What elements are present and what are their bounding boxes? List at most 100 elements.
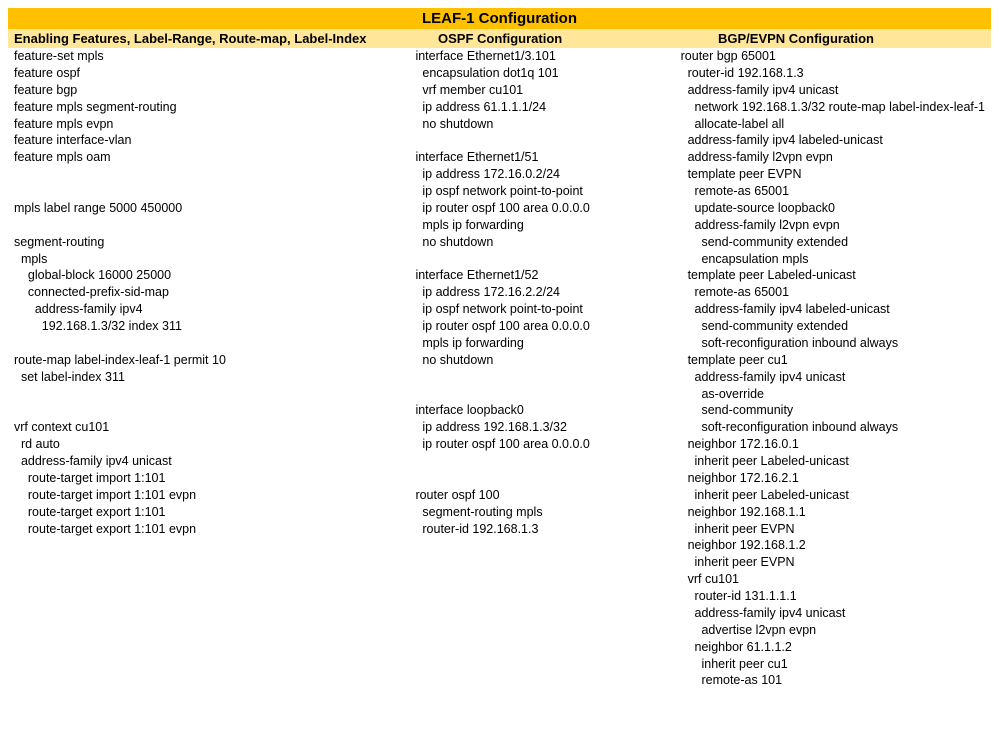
bgp-line: encapsulation mpls <box>681 251 985 268</box>
header-row: Enabling Features, Label-Range, Route-ma… <box>8 29 991 48</box>
bgp-line: router-id 192.168.1.3 <box>681 65 985 82</box>
ospf-line: vrf member cu101 <box>415 82 674 99</box>
features-line <box>14 217 409 234</box>
features-line: feature ospf <box>14 65 409 82</box>
bgp-line: router bgp 65001 <box>681 48 985 65</box>
bgp-line: advertise l2vpn evpn <box>681 622 985 639</box>
bgp-line: neighbor 192.168.1.2 <box>681 537 985 554</box>
features-line: route-target import 1:101 evpn <box>14 487 409 504</box>
features-line: feature mpls oam <box>14 149 409 166</box>
header-col3: BGP/EVPN Configuration <box>718 31 991 46</box>
features-line: route-target export 1:101 evpn <box>14 521 409 538</box>
features-line: feature mpls segment-routing <box>14 99 409 116</box>
ospf-line <box>415 132 674 149</box>
features-line <box>14 183 409 200</box>
ospf-line: no shutdown <box>415 352 674 369</box>
ospf-line <box>415 386 674 403</box>
bgp-line: send-community extended <box>681 234 985 251</box>
ospf-line: mpls ip forwarding <box>415 217 674 234</box>
bgp-line: address-family ipv4 unicast <box>681 82 985 99</box>
features-line: vrf context cu101 <box>14 419 409 436</box>
ospf-line: interface Ethernet1/3.101 <box>415 48 674 65</box>
content-columns: feature-set mplsfeature ospffeature bgpf… <box>8 48 991 689</box>
column-features: feature-set mplsfeature ospffeature bgpf… <box>8 48 415 689</box>
features-line: route-target export 1:101 <box>14 504 409 521</box>
ospf-line: ip address 172.16.2.2/24 <box>415 284 674 301</box>
bgp-line: template peer EVPN <box>681 166 985 183</box>
features-line: feature bgp <box>14 82 409 99</box>
ospf-line: ip address 61.1.1.1/24 <box>415 99 674 116</box>
ospf-line: router-id 192.168.1.3 <box>415 521 674 538</box>
ospf-line: ip router ospf 100 area 0.0.0.0 <box>415 318 674 335</box>
features-line: feature mpls evpn <box>14 116 409 133</box>
bgp-line: remote-as 65001 <box>681 183 985 200</box>
ospf-line: mpls ip forwarding <box>415 335 674 352</box>
ospf-line <box>415 470 674 487</box>
bgp-line: soft-reconfiguration inbound always <box>681 419 985 436</box>
features-line: 192.168.1.3/32 index 311 <box>14 318 409 335</box>
features-line: route-map label-index-leaf-1 permit 10 <box>14 352 409 369</box>
features-line: feature interface-vlan <box>14 132 409 149</box>
bgp-line: vrf cu101 <box>681 571 985 588</box>
ospf-line <box>415 369 674 386</box>
features-line: global-block 16000 25000 <box>14 267 409 284</box>
bgp-line: inherit peer EVPN <box>681 554 985 571</box>
features-line: feature-set mpls <box>14 48 409 65</box>
features-line: connected-prefix-sid-map <box>14 284 409 301</box>
ospf-line: encapsulation dot1q 101 <box>415 65 674 82</box>
features-line <box>14 166 409 183</box>
ospf-line: interface Ethernet1/52 <box>415 267 674 284</box>
bgp-line: inherit peer Labeled-unicast <box>681 453 985 470</box>
bgp-line: neighbor 172.16.0.1 <box>681 436 985 453</box>
bgp-line: template peer Labeled-unicast <box>681 267 985 284</box>
bgp-line: allocate-label all <box>681 116 985 133</box>
bgp-line: send-community extended <box>681 318 985 335</box>
bgp-line: address-family ipv4 labeled-unicast <box>681 301 985 318</box>
title-bar: LEAF-1 Configuration <box>8 8 991 29</box>
column-bgp: router bgp 65001 router-id 192.168.1.3 a… <box>681 48 991 689</box>
bgp-line: neighbor 192.168.1.1 <box>681 504 985 521</box>
header-col1: Enabling Features, Label-Range, Route-ma… <box>8 31 438 46</box>
ospf-line <box>415 251 674 268</box>
bgp-line: neighbor 61.1.1.2 <box>681 639 985 656</box>
features-line: mpls <box>14 251 409 268</box>
features-line <box>14 402 409 419</box>
ospf-line: ip address 192.168.1.3/32 <box>415 419 674 436</box>
bgp-line: inherit peer EVPN <box>681 521 985 538</box>
title-text: LEAF-1 Configuration <box>422 10 577 27</box>
bgp-line: template peer cu1 <box>681 352 985 369</box>
bgp-line: inherit peer Labeled-unicast <box>681 487 985 504</box>
bgp-line: address-family ipv4 unicast <box>681 369 985 386</box>
bgp-line: network 192.168.1.3/32 route-map label-i… <box>681 99 985 116</box>
ospf-line: ip ospf network point-to-point <box>415 183 674 200</box>
features-line <box>14 335 409 352</box>
features-line <box>14 386 409 403</box>
bgp-line: address-family l2vpn evpn <box>681 217 985 234</box>
ospf-line: interface loopback0 <box>415 402 674 419</box>
bgp-line: remote-as 101 <box>681 672 985 689</box>
features-line: segment-routing <box>14 234 409 251</box>
bgp-line: remote-as 65001 <box>681 284 985 301</box>
features-line: mpls label range 5000 450000 <box>14 200 409 217</box>
ospf-line: ip ospf network point-to-point <box>415 301 674 318</box>
bgp-line: address-family ipv4 labeled-unicast <box>681 132 985 149</box>
features-line: route-target import 1:101 <box>14 470 409 487</box>
bgp-line: inherit peer cu1 <box>681 656 985 673</box>
features-line: address-family ipv4 unicast <box>14 453 409 470</box>
ospf-line: router ospf 100 <box>415 487 674 504</box>
column-ospf: interface Ethernet1/3.101 encapsulation … <box>415 48 680 689</box>
ospf-line <box>415 453 674 470</box>
bgp-line: send-community <box>681 402 985 419</box>
features-line: rd auto <box>14 436 409 453</box>
features-line: address-family ipv4 <box>14 301 409 318</box>
bgp-line: soft-reconfiguration inbound always <box>681 335 985 352</box>
ospf-line: segment-routing mpls <box>415 504 674 521</box>
header-col2: OSPF Configuration <box>438 31 718 46</box>
ospf-line: no shutdown <box>415 234 674 251</box>
bgp-line: address-family ipv4 unicast <box>681 605 985 622</box>
bgp-line: as-override <box>681 386 985 403</box>
ospf-line: no shutdown <box>415 116 674 133</box>
bgp-line: neighbor 172.16.2.1 <box>681 470 985 487</box>
ospf-line: ip router ospf 100 area 0.0.0.0 <box>415 436 674 453</box>
bgp-line: address-family l2vpn evpn <box>681 149 985 166</box>
